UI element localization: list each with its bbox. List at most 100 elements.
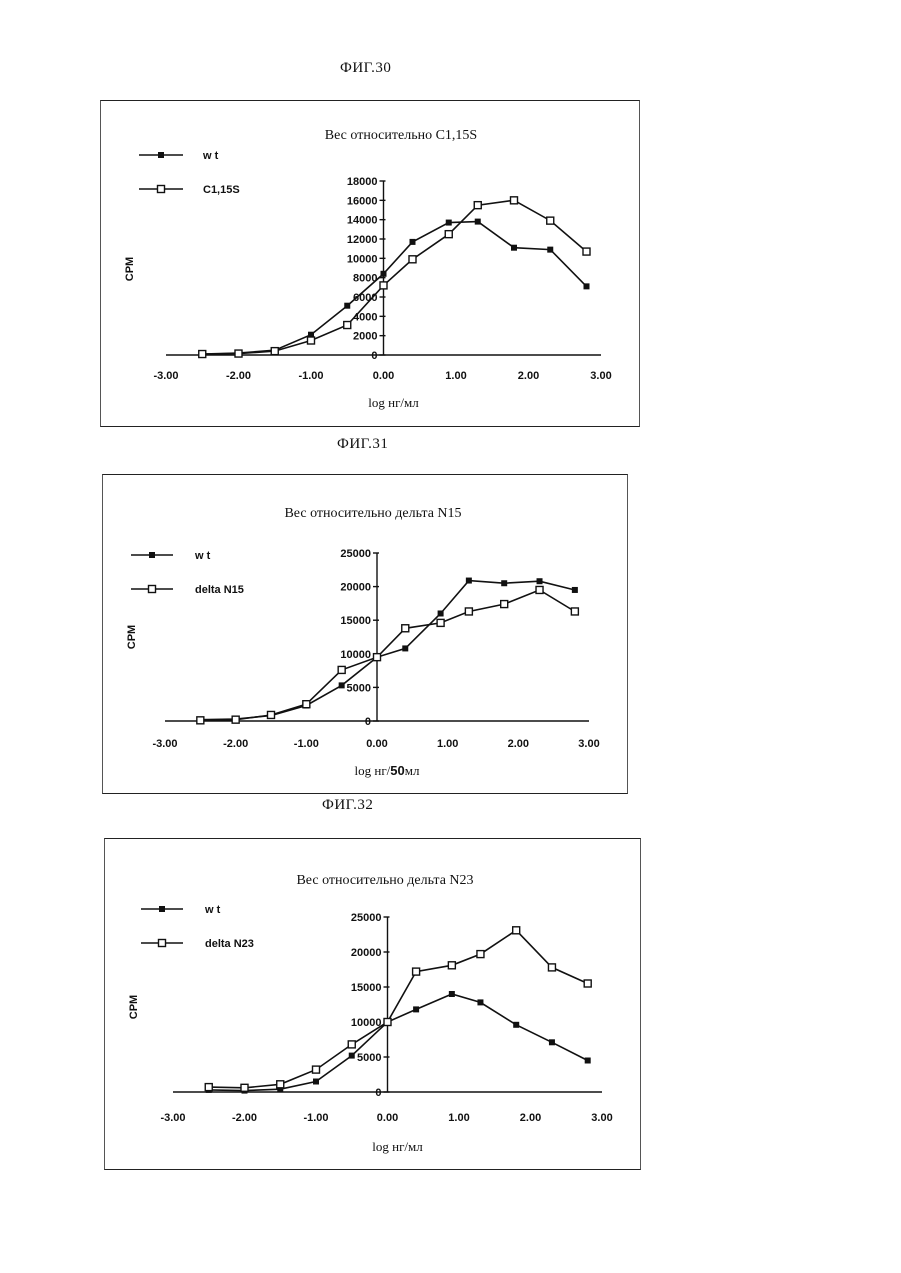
x-tick-label: 1.00 <box>437 738 458 750</box>
data-point <box>511 197 518 204</box>
data-point <box>277 1081 284 1088</box>
data-point <box>585 1058 590 1063</box>
data-point <box>344 322 351 329</box>
y-tick-label: 5000 <box>347 682 371 694</box>
data-point <box>313 1066 320 1073</box>
data-point <box>438 611 443 616</box>
data-point <box>548 964 555 971</box>
data-point <box>403 646 408 651</box>
y-tick-label: 15000 <box>340 615 371 627</box>
legend-marker <box>158 186 165 193</box>
x-tick-label: 3.00 <box>578 738 599 750</box>
data-point <box>448 962 455 969</box>
legend-label: delta N15 <box>195 584 244 596</box>
data-point <box>583 248 590 255</box>
data-point <box>501 601 508 608</box>
legend-label: C1,15S <box>203 184 240 196</box>
data-point <box>271 348 278 355</box>
y-tick-label: 10000 <box>340 649 371 661</box>
data-point <box>414 1007 419 1012</box>
y-tick-label: 2000 <box>353 331 377 343</box>
figure-label-32: ФИГ.32 <box>322 797 373 814</box>
y-tick-label: 10000 <box>351 1017 382 1029</box>
y-tick-label: 4000 <box>353 311 377 323</box>
data-point <box>514 1022 519 1027</box>
x-tick-label: 0.00 <box>377 1112 398 1124</box>
data-point <box>513 927 520 934</box>
series-line-2 <box>200 590 575 720</box>
data-point <box>402 625 409 632</box>
series-line-2 <box>209 930 588 1088</box>
legend-marker <box>159 940 166 947</box>
data-point <box>303 701 310 708</box>
series-line-1 <box>209 994 588 1091</box>
y-tick-label: 12000 <box>347 234 378 246</box>
y-tick-label: 20000 <box>340 582 371 594</box>
data-point <box>199 351 206 358</box>
data-point <box>584 284 589 289</box>
chart-1: Вес относительно C1,15S02000400060008000… <box>101 101 641 428</box>
data-point <box>232 716 239 723</box>
series-line-1 <box>202 222 586 354</box>
legend-marker <box>159 153 164 158</box>
legend-marker <box>149 586 156 593</box>
y-tick-label: 15000 <box>351 982 382 994</box>
x-tick-label: -2.00 <box>232 1112 257 1124</box>
data-point <box>205 1084 212 1091</box>
chart-panel-2: Вес относительно дельта N15 0 5000 10000 150… <box>102 474 628 794</box>
figure-label-31: ФИГ.31 <box>337 436 388 453</box>
legend-label: delta N23 <box>205 938 254 950</box>
y-axis-label: CPM <box>124 257 136 281</box>
y-tick-label: 10000 <box>347 253 378 265</box>
x-tick-label: 1.00 <box>445 370 466 382</box>
legend-label: w t <box>202 150 219 162</box>
y-axis-label: CPM <box>126 625 138 649</box>
x-tick-label: 2.00 <box>518 370 539 382</box>
x-tick-label: -1.00 <box>294 738 319 750</box>
data-point <box>308 337 315 344</box>
legend-label: w t <box>204 904 221 916</box>
y-tick-label: 16000 <box>347 195 378 207</box>
x-tick-label: 2.00 <box>508 738 529 750</box>
data-point <box>197 717 204 724</box>
y-tick-label: 14000 <box>347 215 378 227</box>
chart-2: Вес относительно дельта N15 0 5000 10000 150… <box>103 475 629 795</box>
y-tick-label: 25000 <box>340 548 371 560</box>
chart-panel-3: Вес относительно дельта N230500010000150… <box>104 838 641 1170</box>
chart-3: Вес относительно дельта N230500010000150… <box>105 839 642 1171</box>
data-point <box>384 1019 391 1026</box>
chart-title: Вес относительно дельта N15 <box>284 506 461 521</box>
data-point <box>381 271 386 276</box>
data-point <box>547 217 554 224</box>
chart-title: Вес относительно C1,15S <box>325 128 477 143</box>
x-tick-label: -3.00 <box>152 738 177 750</box>
data-point <box>572 587 577 592</box>
x-axis-label: log нг/мл <box>368 395 419 410</box>
data-point <box>410 239 415 244</box>
data-point <box>268 711 275 718</box>
x-tick-label: -2.00 <box>226 370 251 382</box>
data-point <box>413 968 420 975</box>
x-tick-label: 3.00 <box>591 1112 612 1124</box>
data-point <box>446 220 451 225</box>
x-tick-label: -3.00 <box>160 1112 185 1124</box>
legend-label: w t <box>194 550 211 562</box>
data-point <box>449 992 454 997</box>
data-point <box>241 1084 248 1091</box>
data-point <box>345 303 350 308</box>
data-point <box>465 608 472 615</box>
data-point <box>466 578 471 583</box>
data-point <box>478 1000 483 1005</box>
data-point <box>348 1041 355 1048</box>
x-tick-label: 1.00 <box>448 1112 469 1124</box>
y-tick-label: 0 <box>371 350 377 362</box>
y-tick-label: 0 <box>365 716 371 728</box>
data-point <box>314 1079 319 1084</box>
data-point <box>380 282 387 289</box>
data-point <box>549 1040 554 1045</box>
data-point <box>409 256 416 263</box>
x-tick-label: 0.00 <box>366 738 387 750</box>
x-tick-label: -3.00 <box>153 370 178 382</box>
data-point <box>339 683 344 688</box>
data-point <box>475 219 480 224</box>
